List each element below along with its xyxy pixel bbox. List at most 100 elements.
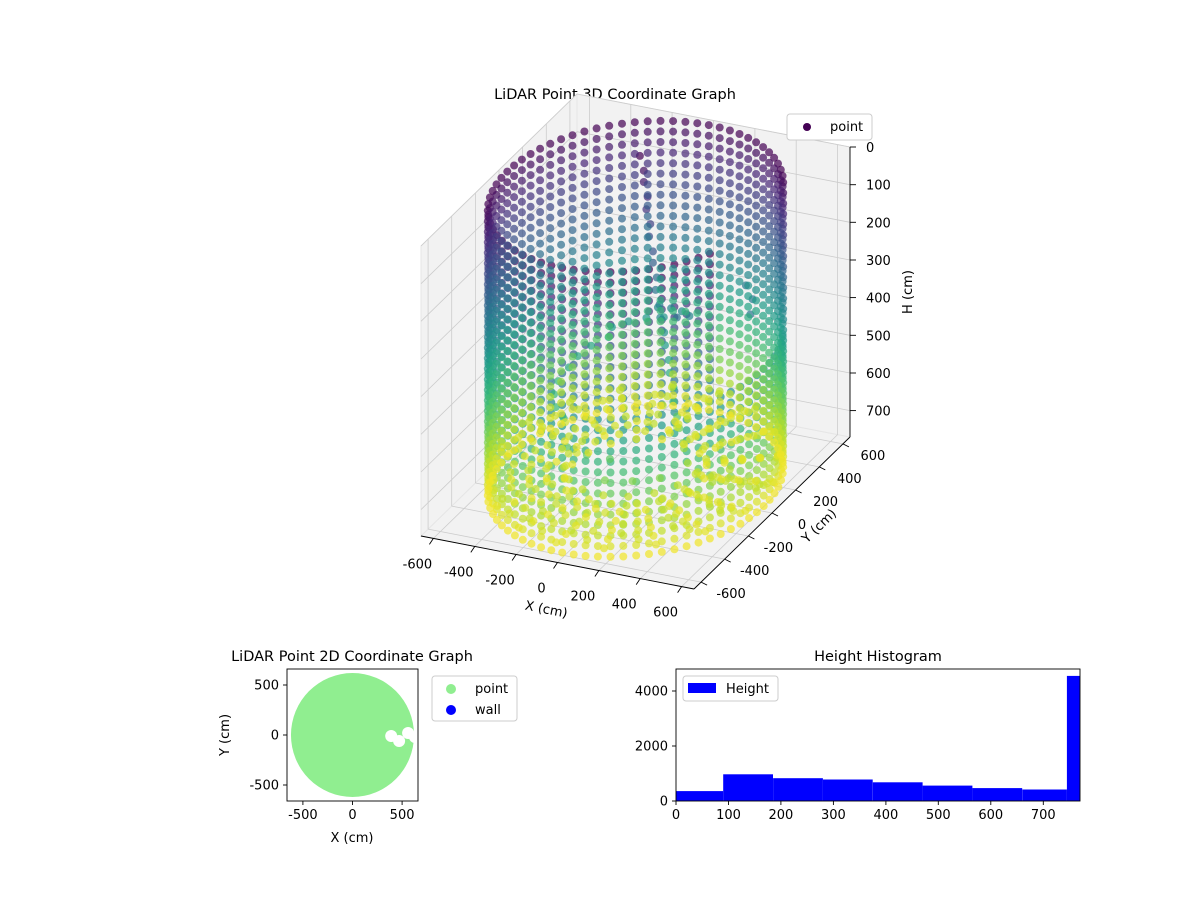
histogram-bar	[972, 788, 1023, 801]
point-3d	[657, 421, 666, 430]
point-3d	[735, 319, 744, 328]
point-3d	[715, 186, 724, 195]
point-3d	[656, 380, 665, 389]
point-3d	[725, 274, 734, 283]
point-3d	[558, 453, 567, 462]
point-3d	[715, 250, 724, 259]
point-3d	[546, 371, 555, 380]
point-3d	[580, 254, 589, 263]
point-3d	[671, 417, 680, 426]
point-3d	[705, 418, 714, 427]
point-3d	[492, 515, 501, 524]
point-3d	[615, 430, 624, 439]
point-3d	[681, 212, 690, 221]
point-3d	[561, 511, 570, 520]
point-3d	[725, 232, 734, 240]
point-3d	[497, 521, 506, 530]
point-3d	[628, 477, 637, 486]
point-3d	[594, 424, 603, 433]
point-3d	[704, 424, 713, 433]
point-3d	[618, 267, 626, 276]
point-3d	[759, 143, 768, 152]
point-3d	[735, 151, 744, 160]
point-3d	[536, 281, 545, 290]
point-3d	[581, 457, 590, 465]
point-3d	[592, 135, 601, 143]
point-3d	[656, 148, 665, 157]
point-3d	[765, 380, 774, 389]
point-3d	[643, 191, 652, 200]
point-3d	[557, 325, 566, 334]
point-3d	[715, 271, 724, 280]
point-3d	[546, 139, 555, 148]
point-3d	[765, 327, 774, 336]
point-3d	[503, 357, 512, 366]
point-3d	[483, 491, 492, 500]
point-3d	[670, 534, 679, 543]
point-3d	[652, 540, 660, 549]
point-3d	[605, 332, 614, 341]
point-3d	[765, 359, 774, 368]
point-3d	[770, 428, 779, 436]
point-3d	[537, 543, 546, 552]
point-3d	[749, 431, 758, 440]
point-3d	[735, 172, 744, 181]
point-3d	[517, 398, 526, 407]
point-3d	[558, 538, 567, 547]
point-3d	[681, 223, 690, 232]
y-tick-mark-3d	[700, 581, 708, 586]
point-3d	[557, 420, 566, 428]
point-3d	[693, 319, 702, 328]
point-3d	[497, 395, 506, 404]
point-3d	[510, 351, 519, 360]
point-3d	[752, 233, 761, 242]
point-3d	[695, 449, 704, 458]
histogram-bar	[1066, 675, 1080, 801]
point-3d	[705, 534, 714, 543]
point-3d	[546, 413, 555, 422]
point-3d	[700, 493, 709, 502]
point-3d	[649, 419, 658, 428]
point-3d	[592, 240, 601, 249]
point-3d	[592, 198, 601, 207]
point-3d	[552, 499, 561, 508]
point-3d	[735, 351, 744, 360]
point-3d	[704, 321, 713, 330]
point-3d	[744, 387, 753, 395]
point-3d	[546, 255, 555, 264]
point-3d	[510, 404, 519, 412]
point-3d	[632, 488, 641, 497]
point-3d	[645, 465, 653, 474]
point-3d	[681, 349, 690, 358]
point-3d	[497, 405, 506, 414]
point-3d	[517, 377, 526, 385]
point-3d	[735, 246, 744, 254]
point-3d	[752, 349, 761, 358]
point-3d	[643, 402, 652, 410]
point-3d	[715, 313, 724, 322]
point-3d	[693, 235, 702, 244]
point-3d	[715, 292, 724, 301]
z-tick-label-3d: 300	[866, 254, 891, 269]
point-3d	[497, 237, 506, 246]
point-3d	[693, 340, 702, 349]
point-3d	[770, 438, 779, 447]
point-3d	[759, 491, 768, 500]
point-3d	[497, 353, 506, 362]
point-3d	[669, 169, 678, 178]
point-3d	[580, 201, 589, 210]
point-3d	[537, 490, 546, 499]
point-3d	[525, 480, 534, 489]
z-axis-label-3d: H (cm)	[901, 270, 916, 314]
point-3d	[580, 285, 589, 294]
point-3d	[656, 327, 665, 336]
point-3d	[693, 361, 702, 370]
point-3d	[693, 119, 702, 128]
point-3d	[669, 522, 678, 530]
point-3d	[518, 535, 527, 544]
point-3d	[510, 214, 519, 223]
point-3d	[633, 517, 642, 526]
point-3d	[557, 188, 566, 196]
point-3d	[536, 197, 545, 206]
point-3d	[520, 452, 529, 461]
